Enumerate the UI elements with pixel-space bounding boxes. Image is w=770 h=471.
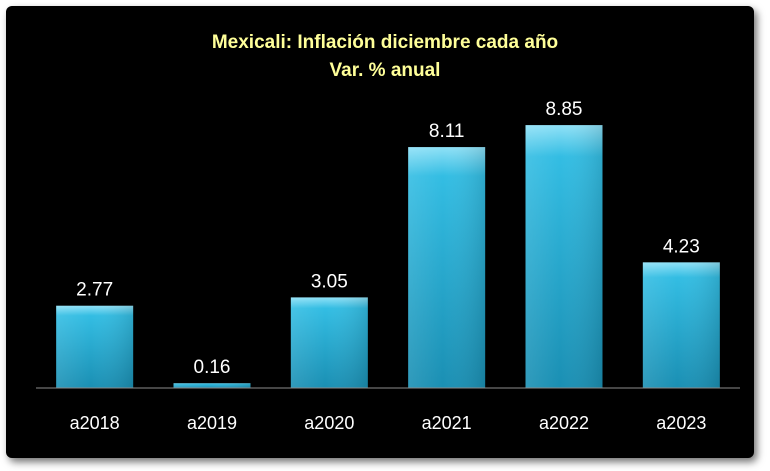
x-tick-label-a2018: a2018 xyxy=(70,413,120,433)
value-label-a2023: 4.23 xyxy=(663,236,700,257)
value-label-a2022: 8.85 xyxy=(546,99,583,120)
x-tick-label-a2022: a2022 xyxy=(539,413,589,433)
x-tick-label-a2023: a2023 xyxy=(656,413,706,433)
x-tick-label-a2020: a2020 xyxy=(304,413,354,433)
x-tick-label-a2021: a2021 xyxy=(422,413,472,433)
bar-sheen-a2023 xyxy=(642,262,720,388)
bar-sheen-a2020 xyxy=(290,297,368,388)
bar-sheen-a2021 xyxy=(408,147,486,388)
value-label-a2020: 3.05 xyxy=(311,271,348,292)
value-label-a2019: 0.16 xyxy=(194,357,231,378)
bars-layer xyxy=(56,125,720,389)
value-label-a2018: 2.77 xyxy=(76,280,113,301)
bar-sheen-a2019 xyxy=(173,383,251,388)
labels-layer: 2.77 a2018 0.16 a2019 3.05 a2020 8.11 a2021 8.85… xyxy=(70,99,707,433)
bar-sheen-a2018 xyxy=(56,305,134,388)
value-label-a2021: 8.11 xyxy=(429,121,465,142)
bar-sheen-a2022 xyxy=(525,125,603,389)
chart-subtitle: Var. % anual xyxy=(330,60,441,81)
x-tick-label-a2019: a2019 xyxy=(187,413,237,433)
chart-title: Mexicali: Inflación diciembre cada año xyxy=(212,32,558,53)
